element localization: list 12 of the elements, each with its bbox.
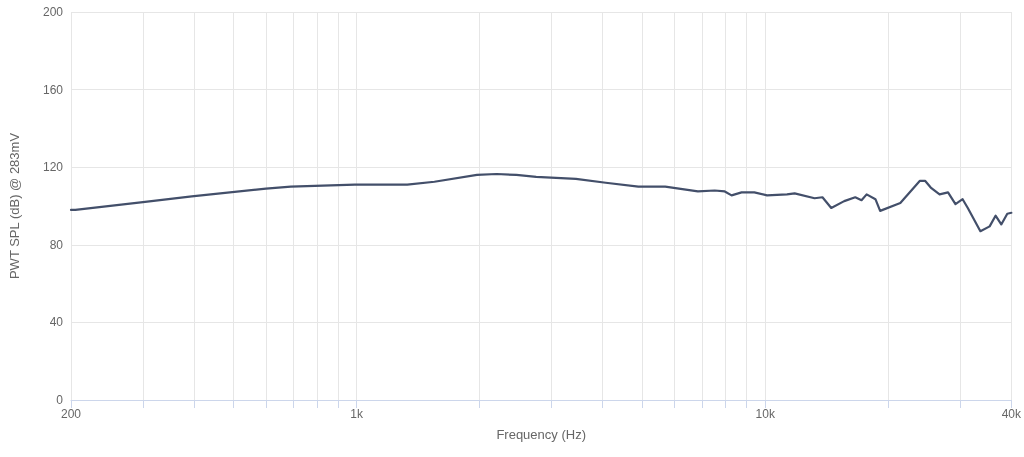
x-tick-label: 1k <box>350 407 364 421</box>
x-axis-title: Frequency (Hz) <box>496 427 586 442</box>
x-tick-label: 40k <box>1001 407 1022 421</box>
y-tick-label: 200 <box>42 5 64 19</box>
y-tick-label: 40 <box>49 315 64 330</box>
y-tick-label: 80 <box>49 237 64 252</box>
y-axis-title: PWT SPL (dB) @ 283mV <box>7 132 22 280</box>
y-tick-label: 120 <box>42 160 64 175</box>
y-tick-label: 0 <box>56 393 64 407</box>
y-tick-label: 160 <box>42 82 64 97</box>
x-tick-label: 10k <box>755 407 776 421</box>
x-tick-label: 200 <box>60 407 82 421</box>
